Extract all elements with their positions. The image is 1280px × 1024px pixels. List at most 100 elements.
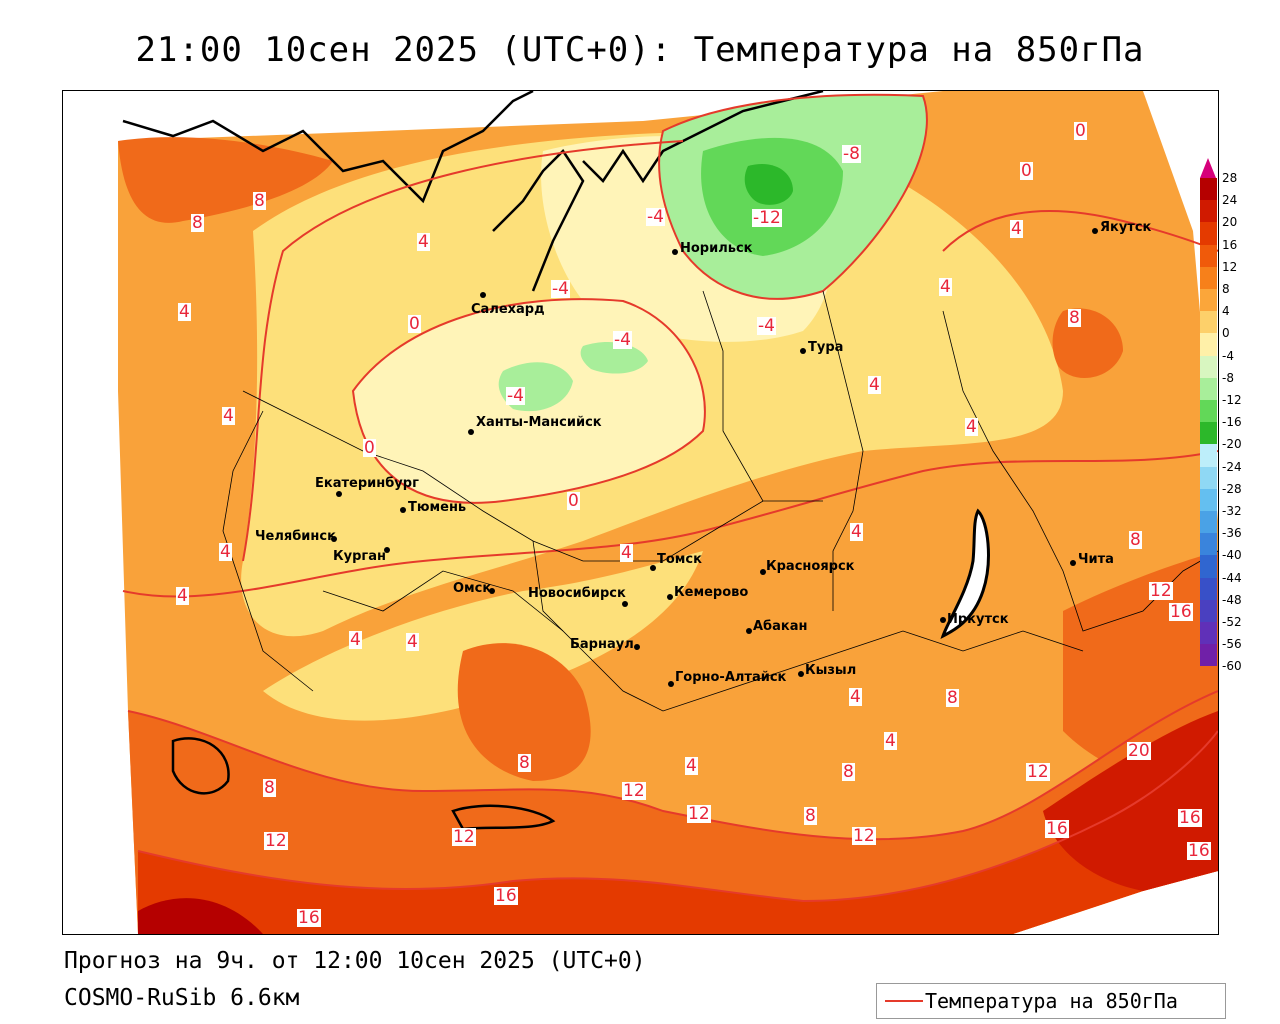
map-title: 21:00 10сен 2025 (UTC+0): Температура на…	[135, 30, 1145, 70]
model-name: COSMO-RuSib 6.6км	[64, 985, 300, 1011]
colorbar-tick-label: -12	[1222, 393, 1242, 407]
isoline-label: 16	[297, 908, 321, 928]
colorbar-top-arrow	[1200, 158, 1216, 178]
city-dot-norilsk	[672, 249, 678, 255]
legend-label: Температура на 850гПа	[925, 989, 1178, 1013]
isoline-label: -4	[506, 386, 525, 406]
colorbar-tick-label: -32	[1222, 504, 1242, 518]
colorbar-swatch	[1200, 222, 1217, 245]
isoline-label: 4	[176, 586, 189, 606]
city-label-salekhard: Салехард	[471, 302, 545, 317]
city-label-chelyabinsk: Челябинск	[255, 529, 336, 544]
colorbar-tick-label: 8	[1222, 282, 1230, 296]
city-label-norilsk: Норильск	[680, 241, 753, 256]
isoline-label: 4	[849, 687, 862, 707]
isoline-label: 8	[1129, 530, 1142, 550]
isoline-label: -8	[842, 144, 861, 164]
city-dot-tyumen	[400, 507, 406, 513]
isoline-label: -12	[752, 208, 782, 228]
isoline-label: 20	[1127, 741, 1151, 761]
city-label-kyzyl: Кызыл	[805, 663, 857, 678]
city-label-yakutsk: Якутск	[1100, 220, 1152, 235]
city-dot-tura	[800, 348, 806, 354]
isoline-label: 4	[219, 542, 232, 562]
colorbar-swatch	[1200, 400, 1217, 423]
city-label-abakan: Абакан	[753, 619, 808, 634]
city-label-irkutsk: Иркутск	[947, 612, 1009, 627]
city-label-tomsk: Томск	[657, 552, 702, 567]
isoline-label: 8	[518, 753, 531, 773]
colorbar-tick-label: -48	[1222, 592, 1242, 607]
isoline-label: 4	[406, 632, 419, 652]
colorbar-swatch	[1200, 355, 1217, 378]
colorbar-swatch	[1200, 533, 1217, 556]
colorbar-swatch	[1200, 311, 1217, 334]
colorbar-tick-label: 4	[1222, 304, 1230, 319]
city-label-chita: Чита	[1078, 552, 1114, 567]
colorbar-swatch	[1200, 577, 1217, 600]
city-label-tyumen: Тюмень	[408, 500, 467, 515]
isoline-label: 8	[842, 762, 855, 782]
city-label-yekaterinburg: Екатеринбург	[315, 476, 419, 491]
isoline-label: 0	[363, 438, 376, 458]
colorbar-tick-label: -60	[1222, 659, 1242, 674]
isoline-label: 4	[868, 375, 881, 395]
colorbar-tick-label: 16	[1222, 237, 1238, 252]
city-label-novosibirsk: Новосибирск	[528, 586, 626, 601]
city-dot-chita	[1070, 560, 1076, 566]
colorbar-tick-label: -20	[1222, 437, 1242, 452]
isoline-label: 12	[622, 781, 646, 801]
colorbar-tick-label: -40	[1222, 548, 1242, 563]
city-dot-kyzyl	[798, 671, 804, 677]
colorbar-tick-label: 0	[1222, 326, 1230, 341]
isoline-label: 16	[1169, 602, 1193, 622]
colorbar-swatch	[1200, 444, 1217, 467]
city-dot-kurgan	[384, 547, 390, 553]
colorbar-tick-label: -36	[1222, 526, 1242, 541]
isoline-label: 8	[946, 688, 959, 708]
colorbar-swatch	[1200, 289, 1217, 312]
isoline-label: 4	[222, 406, 235, 426]
city-label-omsk: Омск	[453, 581, 492, 596]
city-label-gorno-altaysk: Горно-Алтайск	[675, 670, 787, 685]
colorbar-swatch	[1200, 466, 1217, 489]
isoline-label: 8	[1068, 308, 1081, 328]
colorbar-tick-label: 12	[1222, 259, 1238, 274]
city-dot-yekaterinburg	[336, 491, 342, 497]
colorbar-tick-label: -16	[1222, 415, 1242, 430]
isoline-label: 4	[349, 630, 362, 650]
city-dot-salekhard	[480, 292, 486, 298]
isoline-label: -4	[757, 316, 776, 336]
isoline-label: 4	[620, 543, 633, 563]
colorbar-swatch	[1200, 200, 1217, 223]
city-label-kurgan: Курган	[333, 549, 386, 564]
map-area: Якутск Норильск Салехард Тура Ханты-Манс…	[62, 90, 1219, 935]
colorbar-swatch	[1200, 555, 1217, 578]
isoline-label: 0	[567, 491, 580, 511]
isoline-label: 4	[178, 302, 191, 322]
isoline-label: -4	[551, 279, 570, 299]
colorbar-swatch	[1200, 333, 1217, 356]
city-dot-krasnoyarsk	[760, 569, 766, 575]
city-dot-khanty-mansiysk	[468, 429, 474, 435]
city-dot-gorno-altaysk	[668, 681, 674, 687]
colorbar-tick-label: 20	[1222, 215, 1238, 230]
colorbar-tick-label: 28	[1222, 171, 1238, 185]
colorbar-tick-label: -8	[1222, 370, 1234, 385]
colorbar-swatch	[1200, 644, 1217, 667]
city-dot-tomsk	[650, 565, 656, 571]
isoline-label: 16	[1187, 841, 1211, 861]
isoline-label: 4	[884, 731, 897, 751]
forecast-info: Прогноз на 9ч. от 12:00 10сен 2025 (UTC+…	[64, 948, 646, 974]
isoline-label: -4	[646, 207, 665, 227]
city-dot-irkutsk	[940, 617, 946, 623]
isoline-label: 16	[1178, 808, 1202, 828]
city-dot-kemerovo	[667, 594, 673, 600]
city-label-barnaul: Барнаул	[570, 637, 634, 652]
city-dot-novosibirsk	[622, 601, 628, 607]
colorbar	[1200, 158, 1217, 700]
isoline-label: 16	[494, 886, 518, 906]
colorbar-swatch	[1200, 511, 1217, 534]
isoline-label: 8	[191, 213, 204, 233]
colorbar-tick-label: -52	[1222, 615, 1242, 629]
